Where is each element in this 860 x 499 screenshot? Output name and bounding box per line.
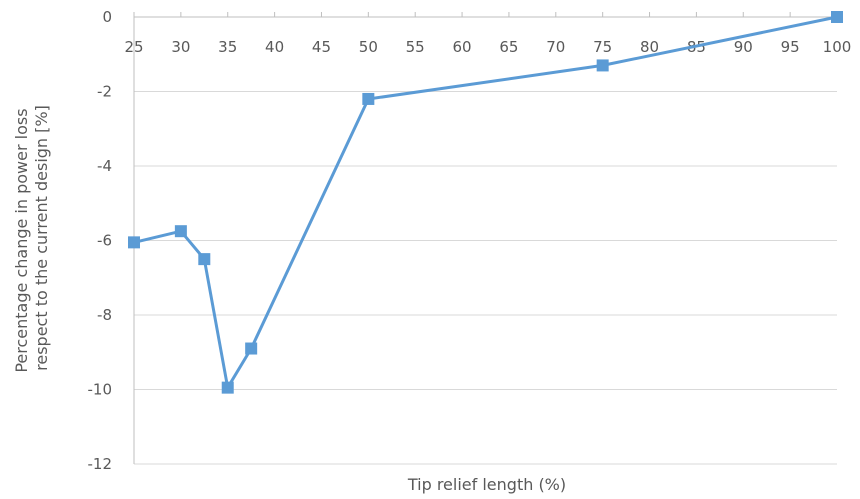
- x-tick-label: 45: [312, 38, 331, 56]
- x-tick-label: 35: [218, 38, 237, 56]
- y-axis-title-line-2: respect to the current design [%]: [32, 105, 51, 371]
- y-axis: 0 -2 -4 -6 -8 -10 -12: [88, 8, 135, 473]
- x-axis-title: Tip relief length (%): [407, 475, 566, 494]
- data-point-marker: [222, 382, 234, 394]
- data-point-marker: [175, 225, 187, 237]
- data-point-marker: [597, 59, 609, 71]
- y-tick-label: -4: [97, 157, 112, 175]
- y-axis-title-line-1: Percentage change in power loss: [12, 108, 31, 372]
- data-point-marker: [831, 11, 843, 23]
- x-tick-label: 90: [734, 38, 753, 56]
- x-tick-label: 65: [499, 38, 518, 56]
- y-tick-label: -8: [97, 306, 112, 324]
- x-tick-label: 30: [171, 38, 190, 56]
- data-point-marker: [362, 93, 374, 105]
- x-tick-label: 100: [823, 38, 852, 56]
- data-point-marker: [128, 236, 140, 248]
- x-tick-label: 95: [781, 38, 800, 56]
- x-tick-label: 60: [453, 38, 472, 56]
- x-tick-label: 55: [406, 38, 425, 56]
- x-tick-label: 40: [265, 38, 284, 56]
- y-tick-label: -12: [88, 455, 113, 473]
- y-tick-label: -6: [97, 232, 112, 250]
- y-tick-label: 0: [102, 8, 112, 26]
- x-tick-label: 70: [546, 38, 565, 56]
- x-axis: 25 30 35 40 45 50 55 60 65 70 75 80 85 90 95 100: [124, 12, 851, 56]
- data-point-marker: [245, 343, 257, 355]
- x-tick-label: 75: [593, 38, 612, 56]
- series-layer: [128, 11, 843, 394]
- y-axis-title: Percentage change in power loss respect …: [12, 103, 51, 372]
- y-tick-label: -10: [88, 381, 113, 399]
- x-tick-label: 50: [359, 38, 378, 56]
- y-tick-label: -2: [97, 83, 112, 101]
- data-point-marker: [198, 253, 210, 265]
- series-line: [134, 17, 837, 388]
- grid-lines: [134, 17, 837, 464]
